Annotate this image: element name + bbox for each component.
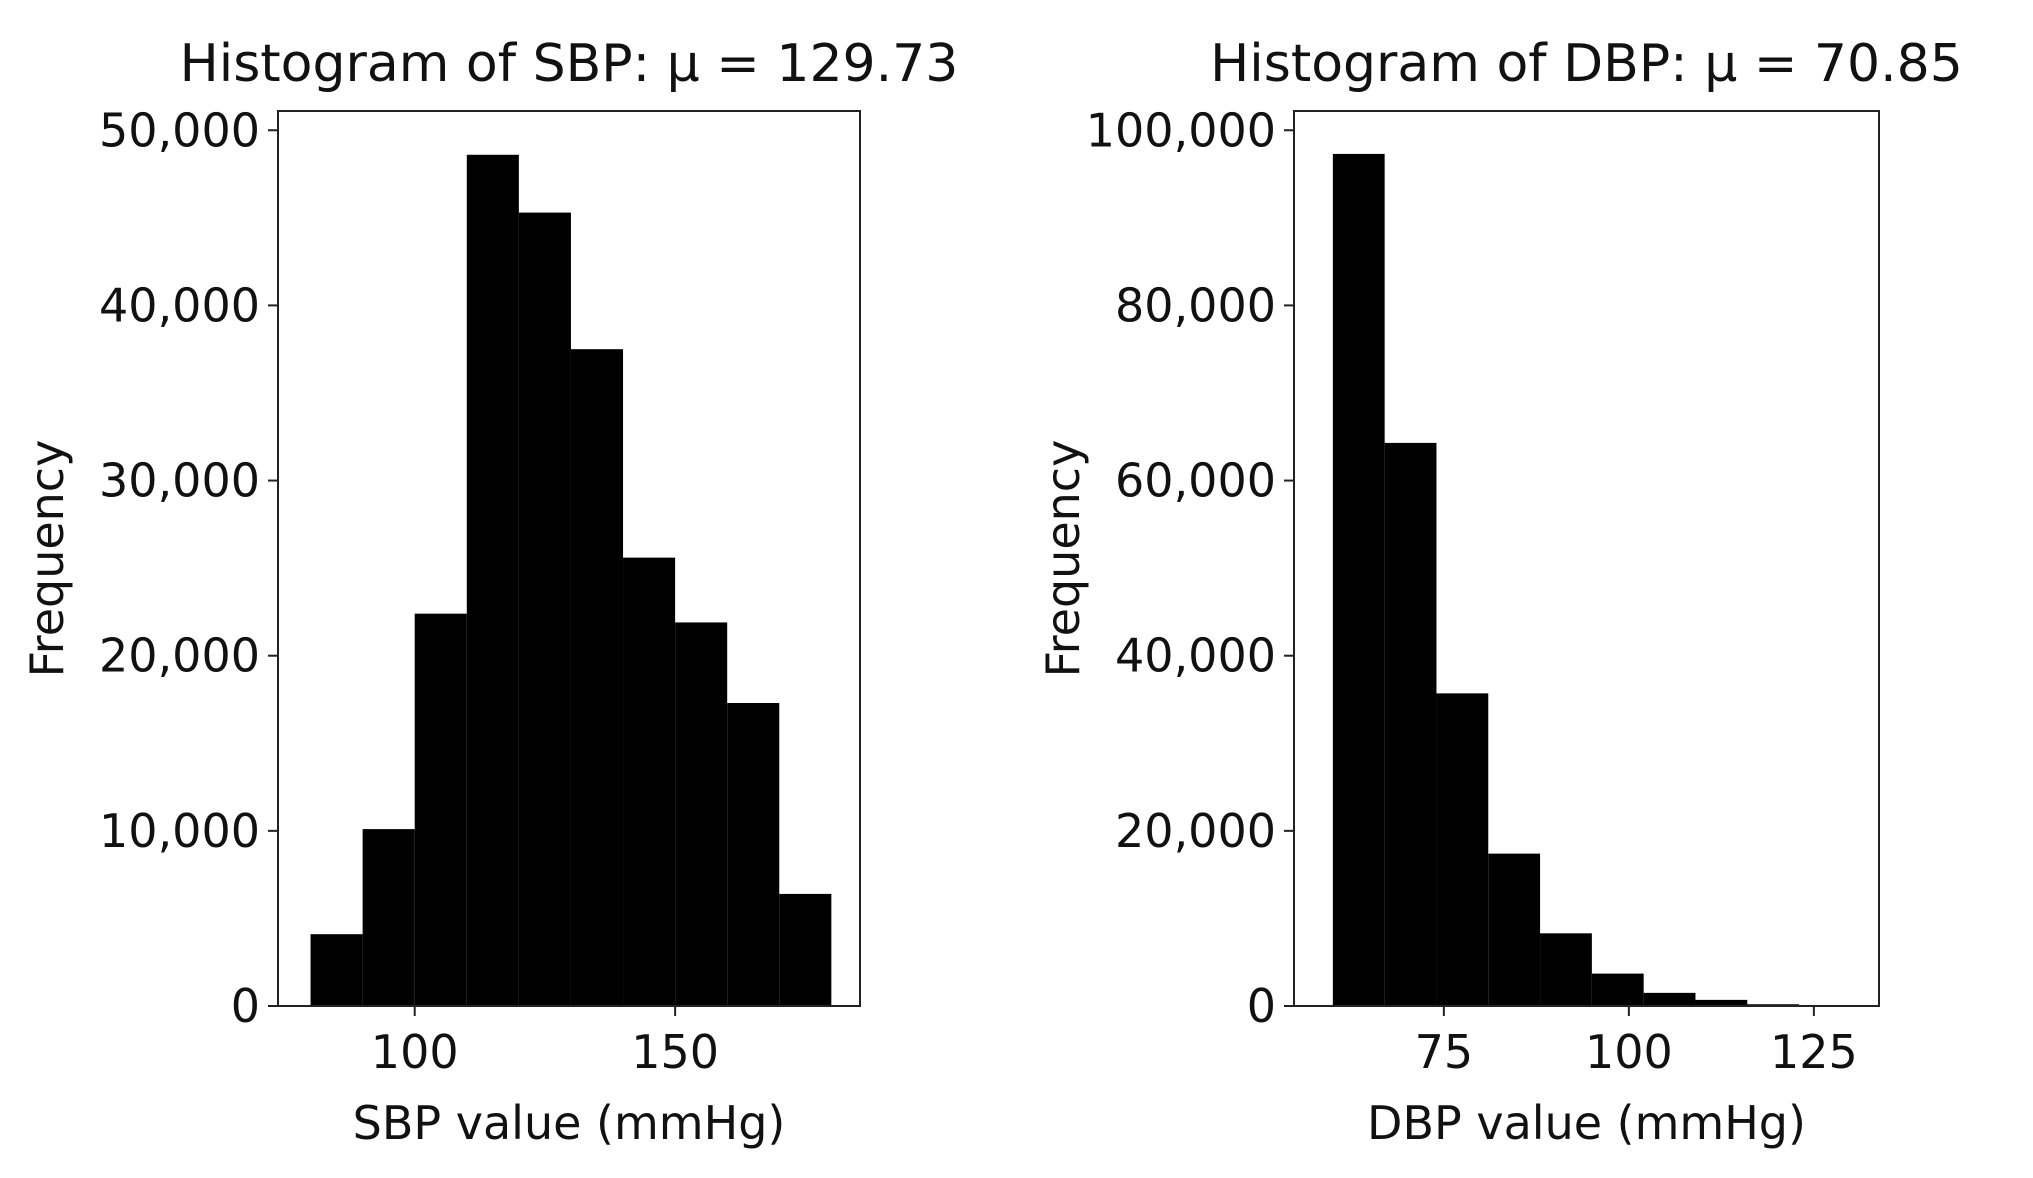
bar xyxy=(779,893,832,1006)
y-tick-label: 0 xyxy=(1247,979,1276,1033)
x-tick-label: 150 xyxy=(631,1025,719,1079)
y-tick-label: 80,000 xyxy=(1115,278,1276,332)
bar xyxy=(1436,693,1489,1006)
y-tick-label: 40,000 xyxy=(99,278,260,332)
chart-title: Histogram of SBP: μ = 129.73 xyxy=(180,34,959,94)
axes-frame xyxy=(277,110,861,1007)
bar xyxy=(1488,853,1541,1006)
x-axis-label: DBP value (mmHg) xyxy=(1367,1096,1806,1150)
bar xyxy=(1695,999,1748,1006)
bar xyxy=(1384,442,1437,1006)
y-axis-label: Frequency xyxy=(20,440,74,678)
x-tick-label: 125 xyxy=(1770,1025,1858,1079)
x-tick-label: 75 xyxy=(1415,1025,1474,1079)
y-tick-label: 50,000 xyxy=(99,103,260,157)
y-tick-label: 20,000 xyxy=(99,629,260,683)
y-axis-label: Frequency xyxy=(1036,440,1090,678)
bar xyxy=(1643,992,1696,1006)
axes-frame xyxy=(1293,110,1880,1007)
bar xyxy=(518,212,571,1006)
y-tick-label: 60,000 xyxy=(1115,454,1276,508)
bar xyxy=(1540,933,1592,1006)
x-tick-label: 100 xyxy=(371,1025,459,1079)
x-tick-label: 100 xyxy=(1585,1025,1673,1079)
bar xyxy=(466,154,519,1007)
y-tick-label: 10,000 xyxy=(99,804,260,858)
bar xyxy=(414,613,467,1006)
y-tick-label: 0 xyxy=(231,979,260,1033)
bar xyxy=(675,622,728,1006)
y-tick-label: 100,000 xyxy=(1086,103,1276,157)
bar xyxy=(727,702,780,1006)
bar xyxy=(1591,973,1644,1006)
x-axis-label: SBP value (mmHg) xyxy=(353,1096,786,1150)
bar xyxy=(310,934,363,1006)
bar xyxy=(1332,153,1385,1007)
chart-title: Histogram of DBP: μ = 70.85 xyxy=(1210,34,1963,94)
bar xyxy=(362,829,415,1006)
bar xyxy=(623,557,676,1006)
y-tick-label: 30,000 xyxy=(99,454,260,508)
y-tick-label: 40,000 xyxy=(1115,629,1276,683)
bar xyxy=(570,349,624,1007)
y-tick-label: 20,000 xyxy=(1115,804,1276,858)
